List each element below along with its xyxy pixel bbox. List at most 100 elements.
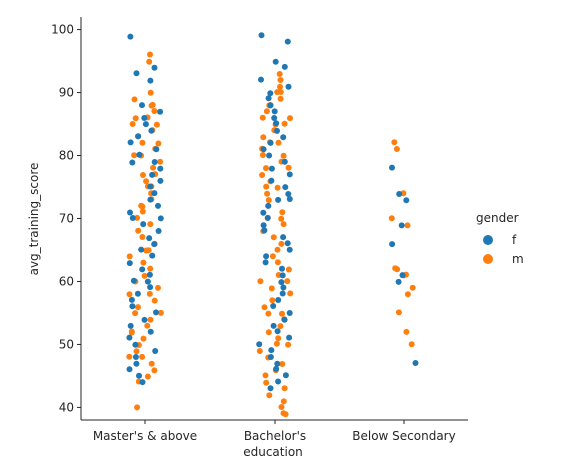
data-point-f [147,328,154,335]
data-point-m [285,341,292,348]
data-point-f [258,32,265,39]
data-point-f [260,209,267,216]
legend: gender fm [476,211,524,266]
data-point-f [127,33,134,40]
data-point-f [273,120,280,127]
data-point-f [263,253,270,260]
data-point-m [140,259,147,266]
data-point-f [157,108,164,115]
data-point-m [260,134,267,141]
data-point-m [131,96,138,103]
data-point-f [279,265,285,272]
data-point-m [135,227,142,234]
data-point-f [138,246,145,253]
data-point-f [281,316,288,323]
legend-title: gender [476,211,519,225]
data-point-f [157,215,164,222]
y-tick-label: 40 [59,400,74,414]
data-point-f [260,146,267,153]
data-point-m [259,152,266,158]
data-point-f [266,152,273,159]
data-point-f [272,58,279,65]
data-point-f [279,272,286,279]
data-point-m [274,89,281,96]
data-point-m [139,203,146,210]
data-point-f [398,222,405,229]
data-point-m [278,404,285,410]
data-point-m [263,379,270,386]
data-point-m [280,410,287,417]
data-point-m [395,309,402,316]
data-point-f [268,177,275,184]
data-point-f [274,328,281,335]
data-point-f [153,146,160,153]
data-point-f [267,385,274,392]
data-point-f [152,348,159,354]
data-point-f [399,272,406,279]
data-point-m [409,284,416,291]
data-point-m [126,253,133,260]
data-point-f [139,102,145,109]
y-axis-label: avg_training_score [27,163,41,276]
data-point-f [151,190,158,197]
data-point-f [271,115,278,121]
data-point-f [260,222,267,229]
data-point-m [275,335,282,342]
data-point-m [133,348,140,355]
data-point-f [284,240,291,247]
data-point-f [130,277,137,284]
data-point-f [281,158,288,165]
data-point-f [155,202,161,209]
data-point-f [267,102,274,109]
data-point-m [151,108,158,114]
data-point-m [275,139,282,146]
legend-label-m: m [512,252,524,266]
data-point-f [271,108,278,115]
data-point-m [273,340,280,347]
data-point-f [133,70,140,77]
data-point-f [149,171,156,178]
data-point-m [281,120,288,127]
data-point-m [277,323,284,330]
data-point-f [273,365,280,372]
x-tick-label: Master's & above [93,429,197,443]
data-points [126,32,419,418]
data-point-f [280,134,287,141]
data-point-m [269,253,276,260]
data-point-m [155,284,161,291]
data-point-f [280,284,287,291]
data-point-f [146,235,153,242]
data-point-f [142,121,149,128]
data-point-f [286,334,293,341]
data-point-m [134,214,141,221]
data-point-f [141,316,148,323]
data-point-f [279,290,286,297]
data-point-m [263,165,269,172]
data-point-f [395,278,402,285]
data-point-m [408,341,415,348]
data-point-f [275,378,282,385]
data-point-m [403,328,410,335]
data-point-f [267,354,274,360]
data-point-m [259,114,266,121]
data-point-m [146,58,153,65]
data-point-f [133,360,140,367]
data-point-m [287,290,294,297]
data-point-f [274,127,280,134]
data-point-m [274,259,281,266]
data-point-f [285,83,292,90]
data-point-m [261,304,268,311]
data-point-m [277,77,284,83]
data-point-f [135,133,142,140]
data-point-f [284,38,291,45]
data-point-m [144,373,151,380]
data-point-f [270,303,277,309]
y-tick-label: 50 [59,337,74,351]
data-point-m [279,310,285,317]
data-point-f [281,63,288,70]
x-axis-ticks: Master's & above Bachelor's Below Secondar… [93,420,456,443]
data-point-f [286,196,293,202]
data-point-f [147,284,154,291]
data-point-f [258,76,264,83]
